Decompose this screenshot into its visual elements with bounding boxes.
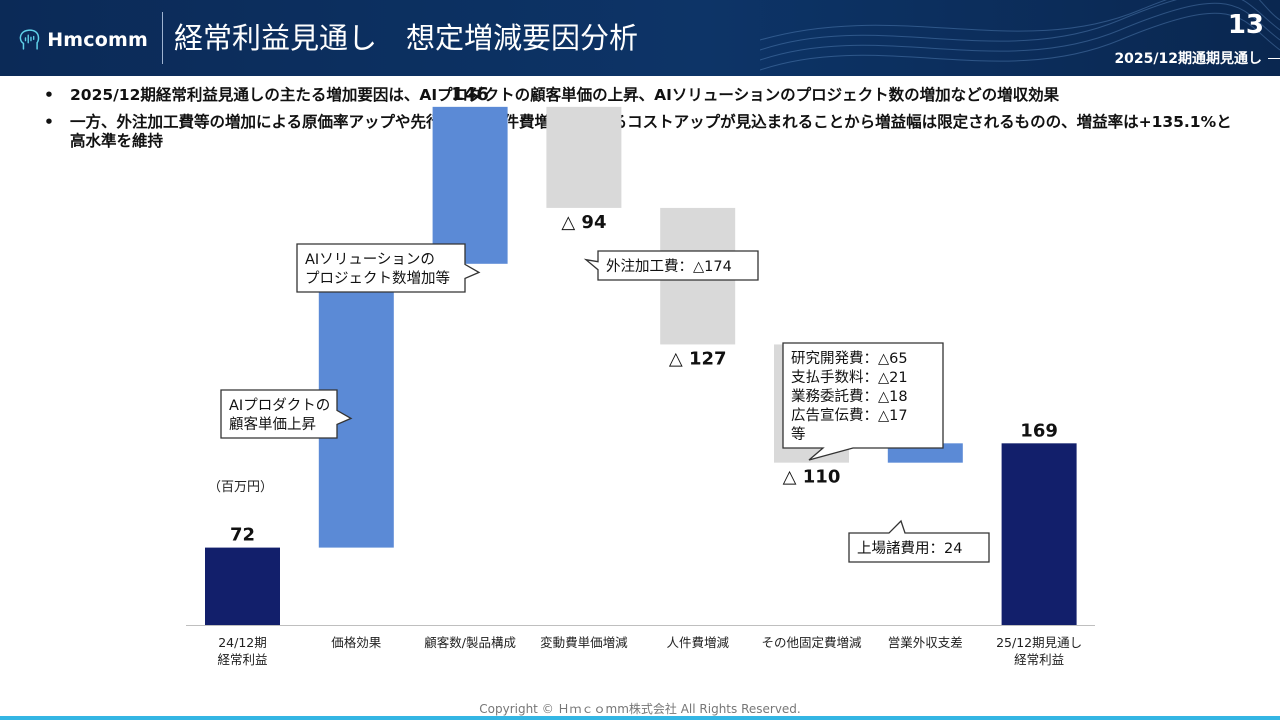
- category-label-0: 24/12期: [218, 635, 267, 650]
- bar-7: [1001, 443, 1077, 625]
- category-label-2: 顧客数/製品構成: [424, 635, 516, 650]
- bullet-item: • 一方、外注加工費等の増加による原価率アップや先行投資の人件費増などによるコス…: [44, 113, 1244, 151]
- bullet-text: 2025/12期経常利益見通しの主たる増加要因は、AIプロダクトの顧客単価の上昇…: [70, 86, 1060, 104]
- period-label: 2025/12期通期見通し: [1114, 51, 1262, 67]
- category-label-4: 人件費増減: [666, 635, 729, 650]
- period-underline: [1268, 58, 1280, 59]
- bottom-accent-bar: [0, 716, 1280, 720]
- data-label-5: △ 110: [783, 467, 841, 488]
- callout-text: プロジェクト数増加等: [305, 269, 450, 287]
- logo-head-icon: [19, 29, 40, 50]
- bar-2: [432, 106, 508, 264]
- header-wave-decoration: [760, 0, 1280, 71]
- category-label-5: その他固定費増減: [761, 635, 862, 650]
- page-title: 経常利益見通し 想定増減要因分析: [174, 21, 639, 55]
- callout-box: [296, 243, 481, 293]
- bullet-dot: •: [44, 86, 54, 104]
- unit-label: （百万円）: [208, 480, 274, 495]
- data-label-7: 169: [1020, 420, 1058, 441]
- company-logo: Hmcomm: [18, 22, 148, 58]
- data-label-0: 72: [230, 525, 255, 546]
- header-banner: Hmcomm 経常利益見通し 想定増減要因分析 13 2025/12期通期見通し: [0, 0, 1280, 76]
- callout-text: 研究開発費：△65: [791, 350, 908, 367]
- bullet-item: • 2025/12期経常利益見通しの主たる増加要因は、AIプロダクトの顧客単価の…: [44, 86, 1244, 105]
- copyright-footer: Copyright © Ｈｍｃｏmm株式会社 All Rights Reserv…: [479, 702, 801, 716]
- header-divider: [162, 12, 163, 64]
- callout-text: 上場諸費用：24: [857, 540, 962, 557]
- callout-3: 研究開発費：△65 支払手数料：△21 業務委託費：△18 広告宣伝費：△17等: [782, 342, 944, 461]
- callout-text: 支払手数料：△21: [791, 369, 908, 386]
- callout-text: AIソリューションの: [305, 252, 435, 268]
- callout-box: [583, 250, 759, 281]
- callout-box: [782, 342, 944, 461]
- category-label-7: 経常利益: [1014, 652, 1064, 667]
- data-label-2: 146: [451, 84, 489, 105]
- bar-0: [205, 547, 280, 625]
- callout-box: [220, 389, 353, 439]
- summary-bullets: • 2025/12期経常利益見通しの主たる増加要因は、AIプロダクトの顧客単価の…: [44, 86, 1244, 159]
- callout-text: 広告宣伝費：△17: [791, 407, 908, 424]
- callout-2: 外注加工費：△174: [583, 250, 759, 281]
- callout-text: 業務委託費：△18: [791, 388, 908, 405]
- logo-text: Hmcomm: [47, 29, 148, 51]
- category-label-1: 価格効果: [331, 635, 382, 650]
- category-label-6: 営業外収支差: [888, 635, 963, 650]
- bullet-text: 一方、外注加工費等の増加による原価率アップや先行投資の人件費増などによるコストア…: [70, 113, 1232, 150]
- bullet-dot: •: [44, 113, 54, 131]
- category-label-0: 経常利益: [217, 652, 267, 667]
- callout-text: AIプロダクトの: [229, 397, 330, 414]
- bar-3: [546, 106, 622, 208]
- callout-text: 顧客単価上昇: [229, 416, 316, 433]
- page-number: 13: [1227, 10, 1264, 40]
- data-label-3: △ 94: [561, 212, 606, 233]
- callout-text: 等: [791, 425, 806, 443]
- callout-text: 外注加工費：△174: [606, 258, 732, 275]
- data-label-4: △ 127: [669, 348, 727, 369]
- callout-box: [848, 519, 990, 563]
- category-label-3: 変動費単価増減: [540, 635, 628, 650]
- category-label-7: 25/12期見通し: [996, 635, 1082, 650]
- callout-4: 上場諸費用：24: [848, 519, 990, 563]
